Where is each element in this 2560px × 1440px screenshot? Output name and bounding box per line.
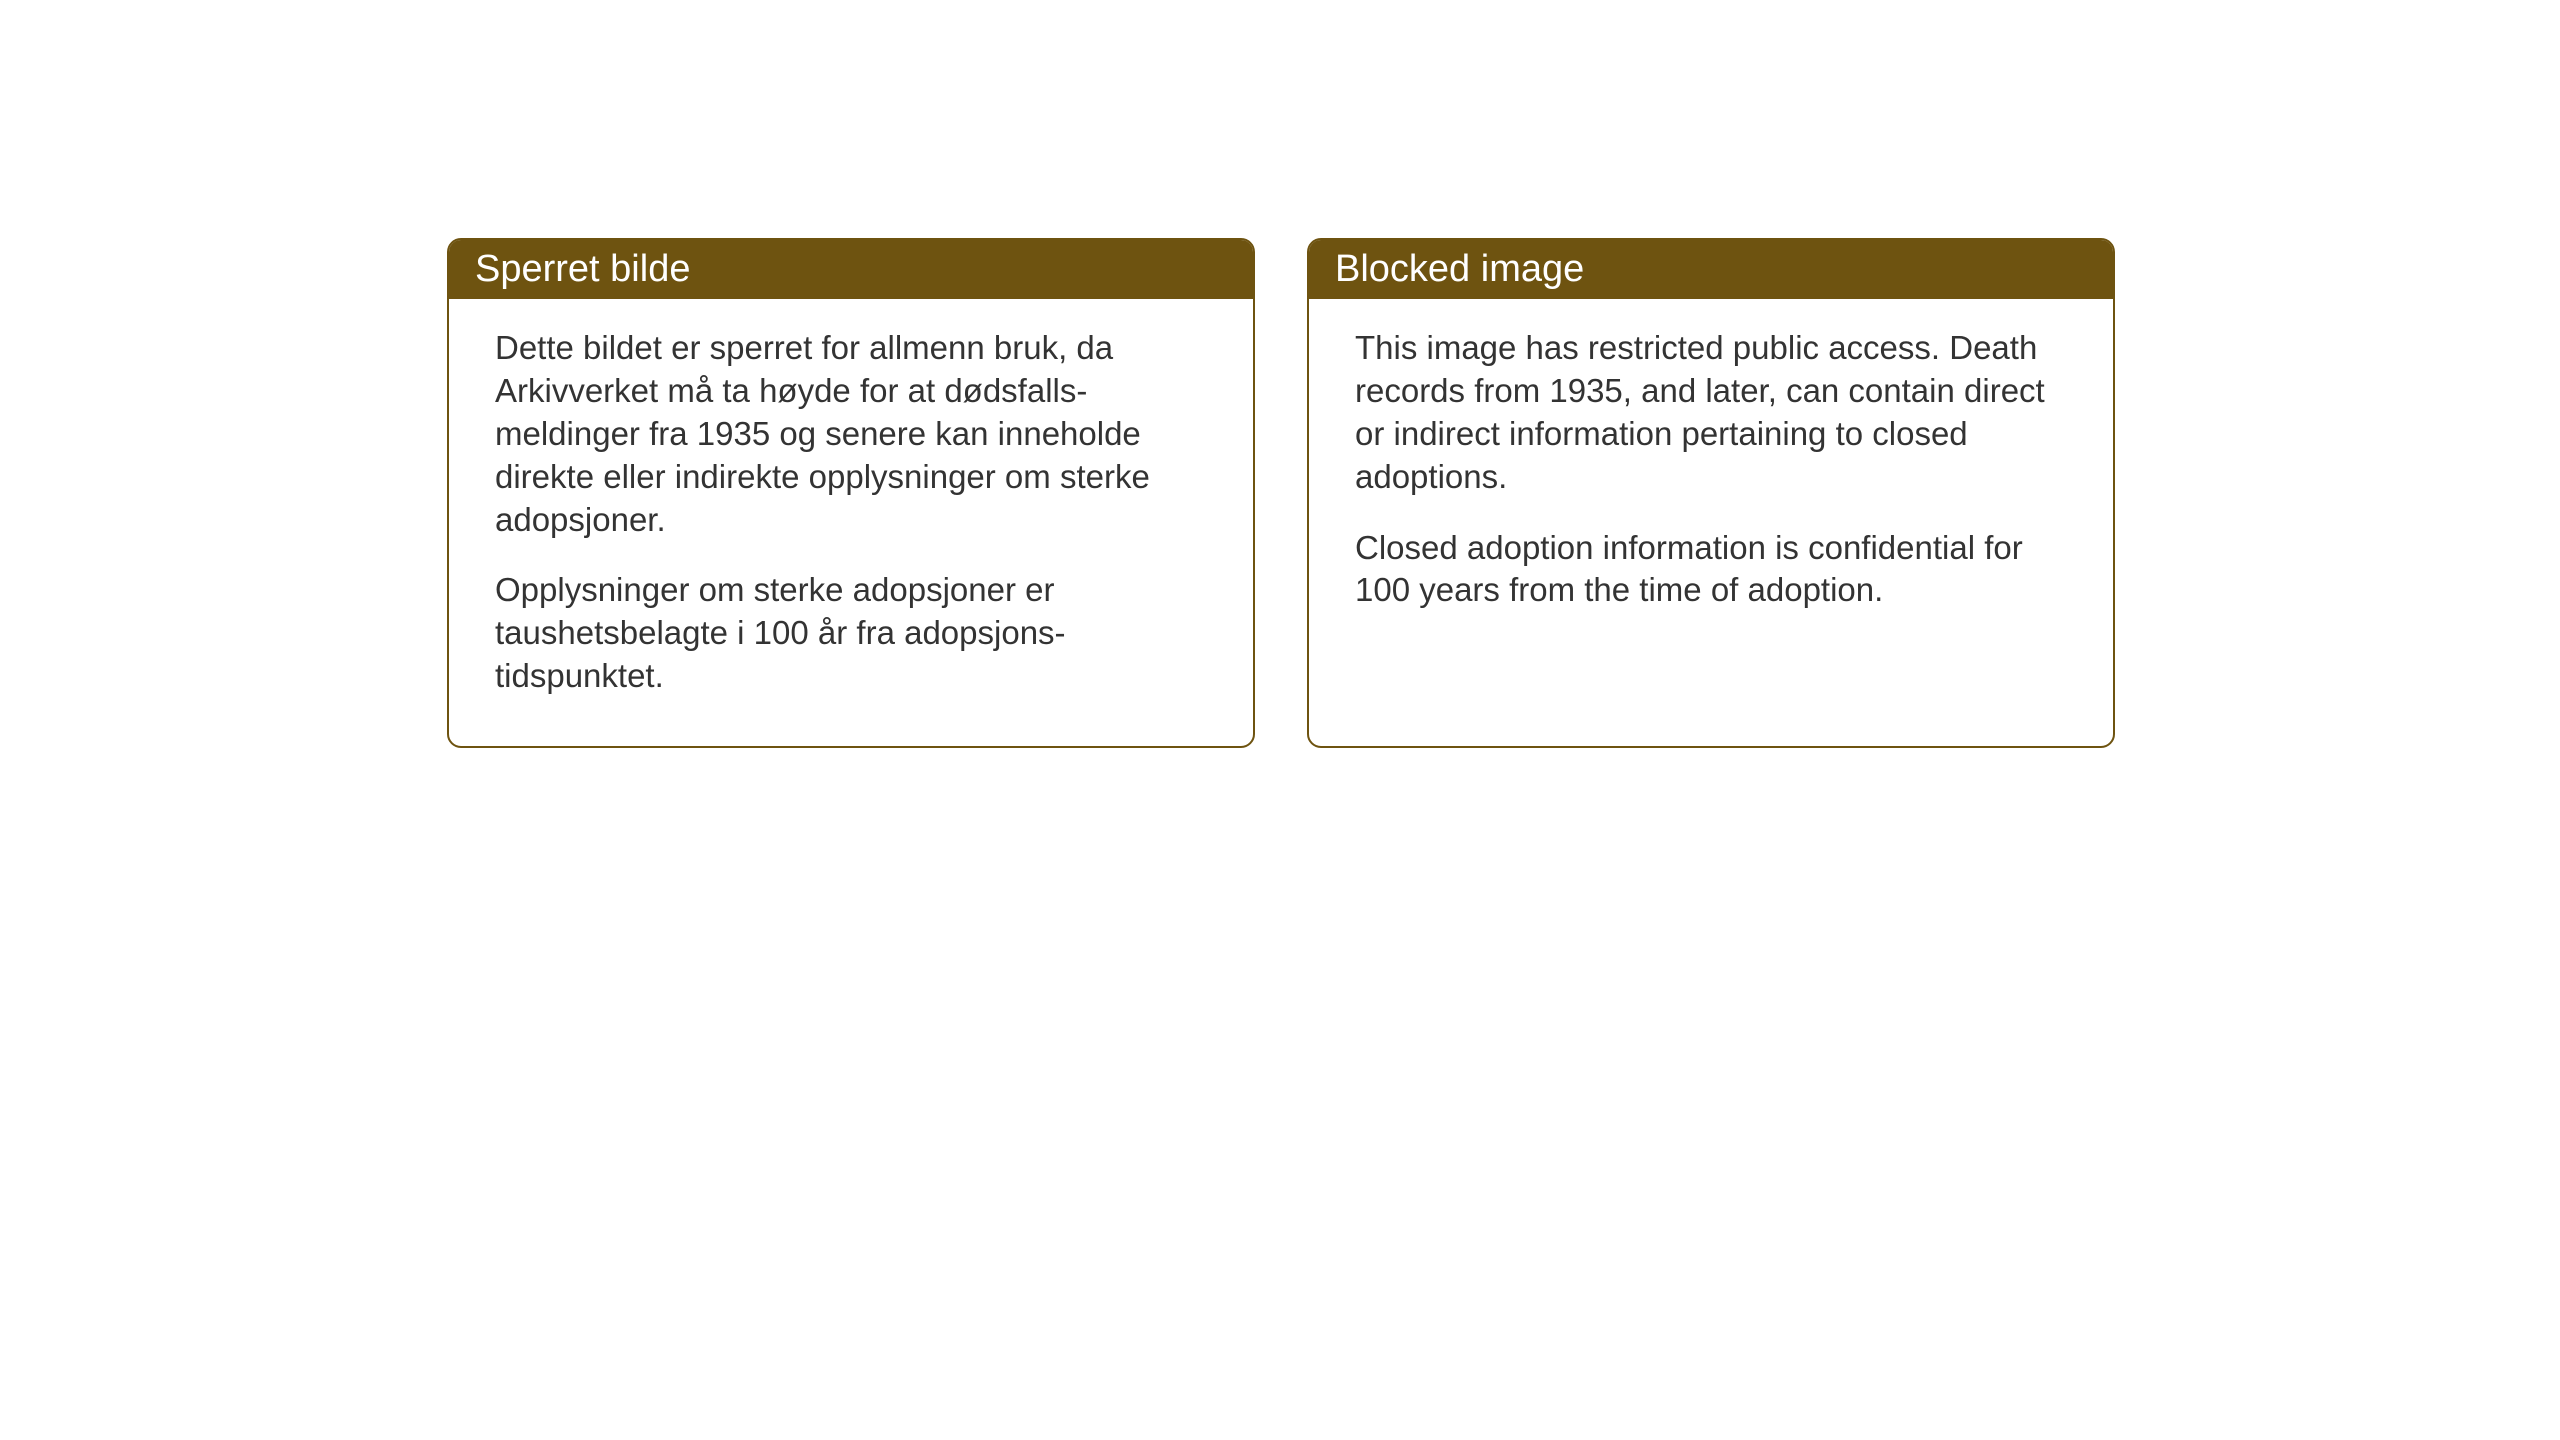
notice-card-english: Blocked image This image has restricted … [1307, 238, 2115, 748]
english-paragraph-1: This image has restricted public access.… [1355, 327, 2067, 499]
norwegian-paragraph-1: Dette bildet er sperret for allmenn bruk… [495, 327, 1207, 541]
notice-container: Sperret bilde Dette bildet er sperret fo… [447, 238, 2115, 748]
notice-card-norwegian: Sperret bilde Dette bildet er sperret fo… [447, 238, 1255, 748]
english-paragraph-2: Closed adoption information is confident… [1355, 527, 2067, 613]
card-header-norwegian: Sperret bilde [449, 240, 1253, 299]
norwegian-paragraph-2: Opplysninger om sterke adopsjoner er tau… [495, 569, 1207, 698]
card-header-english: Blocked image [1309, 240, 2113, 299]
card-body-norwegian: Dette bildet er sperret for allmenn bruk… [449, 299, 1253, 738]
card-body-english: This image has restricted public access.… [1309, 299, 2113, 652]
